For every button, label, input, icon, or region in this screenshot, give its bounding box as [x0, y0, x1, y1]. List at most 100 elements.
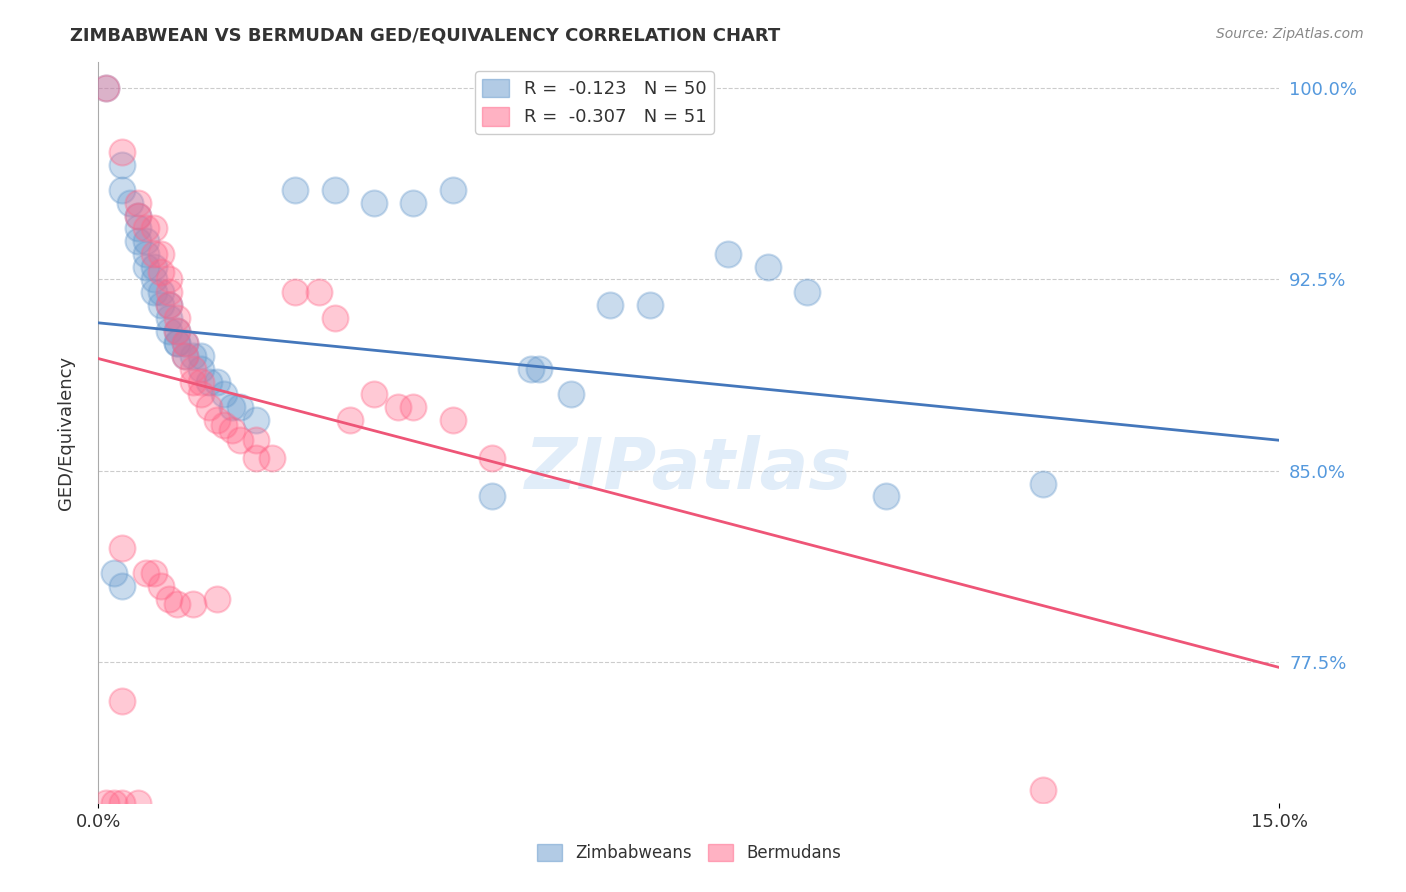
Point: [127, 209, 149, 223]
Point: [150, 265, 173, 279]
Point: [308, 285, 330, 300]
Point: [96, 796, 118, 810]
Point: [441, 413, 464, 427]
Point: [363, 195, 385, 210]
Point: [135, 260, 157, 274]
Point: [142, 285, 165, 300]
Y-axis label: GED/Equivalency: GED/Equivalency: [56, 356, 75, 509]
Point: [127, 234, 149, 248]
Point: [181, 597, 204, 611]
Point: [118, 195, 141, 210]
Point: [157, 310, 180, 325]
Point: [127, 796, 149, 810]
Point: [181, 361, 204, 376]
Point: [150, 285, 173, 300]
Point: [111, 145, 134, 159]
Point: [520, 361, 543, 376]
Point: [205, 413, 228, 427]
Point: [150, 579, 173, 593]
Point: [166, 336, 188, 351]
Point: [174, 336, 197, 351]
Point: [127, 209, 149, 223]
Text: Source: ZipAtlas.com: Source: ZipAtlas.com: [1216, 27, 1364, 41]
Point: [214, 417, 236, 432]
Point: [363, 387, 385, 401]
Point: [166, 597, 188, 611]
Point: [142, 260, 165, 274]
Point: [205, 375, 228, 389]
Point: [103, 566, 125, 580]
Point: [174, 349, 197, 363]
Point: [157, 285, 180, 300]
Point: [387, 400, 409, 414]
Point: [150, 247, 173, 261]
Point: [190, 349, 212, 363]
Point: [190, 375, 212, 389]
Point: [157, 272, 180, 286]
Point: [245, 434, 267, 448]
Point: [111, 579, 134, 593]
Point: [174, 336, 197, 351]
Point: [402, 195, 425, 210]
Point: [323, 183, 346, 197]
Point: [229, 434, 252, 448]
Point: [166, 310, 188, 325]
Point: [157, 298, 180, 312]
Point: [157, 298, 180, 312]
Point: [103, 796, 125, 810]
Point: [560, 387, 582, 401]
Point: [875, 490, 897, 504]
Point: [150, 298, 173, 312]
Point: [135, 221, 157, 235]
Point: [111, 541, 134, 555]
Point: [111, 694, 134, 708]
Point: [190, 361, 212, 376]
Point: [181, 375, 204, 389]
Point: [197, 400, 219, 414]
Point: [284, 285, 307, 300]
Point: [441, 183, 464, 197]
Text: ZIMBABWEAN VS BERMUDAN GED/EQUIVALENCY CORRELATION CHART: ZIMBABWEAN VS BERMUDAN GED/EQUIVALENCY C…: [70, 27, 780, 45]
Legend: Zimbabweans, Bermudans: Zimbabweans, Bermudans: [530, 837, 848, 869]
Point: [245, 413, 267, 427]
Point: [111, 157, 134, 171]
Point: [284, 183, 307, 197]
Point: [221, 423, 243, 437]
Point: [127, 221, 149, 235]
Point: [135, 234, 157, 248]
Point: [142, 272, 165, 286]
Point: [599, 298, 621, 312]
Point: [181, 349, 204, 363]
Point: [214, 387, 236, 401]
Point: [142, 247, 165, 261]
Point: [638, 298, 661, 312]
Point: [157, 591, 180, 606]
Point: [402, 400, 425, 414]
Point: [260, 451, 283, 466]
Point: [127, 195, 149, 210]
Point: [205, 591, 228, 606]
Point: [197, 375, 219, 389]
Point: [135, 566, 157, 580]
Point: [142, 566, 165, 580]
Point: [142, 221, 165, 235]
Point: [135, 247, 157, 261]
Point: [166, 336, 188, 351]
Point: [529, 361, 551, 376]
Point: [229, 400, 252, 414]
Point: [166, 324, 188, 338]
Point: [190, 387, 212, 401]
Point: [157, 324, 180, 338]
Point: [221, 400, 243, 414]
Point: [339, 413, 361, 427]
Text: ZIPatlas: ZIPatlas: [526, 435, 852, 504]
Point: [1032, 476, 1054, 491]
Point: [174, 349, 197, 363]
Point: [245, 451, 267, 466]
Point: [481, 451, 503, 466]
Point: [481, 490, 503, 504]
Point: [1032, 783, 1054, 797]
Point: [756, 260, 779, 274]
Point: [111, 796, 134, 810]
Point: [717, 247, 740, 261]
